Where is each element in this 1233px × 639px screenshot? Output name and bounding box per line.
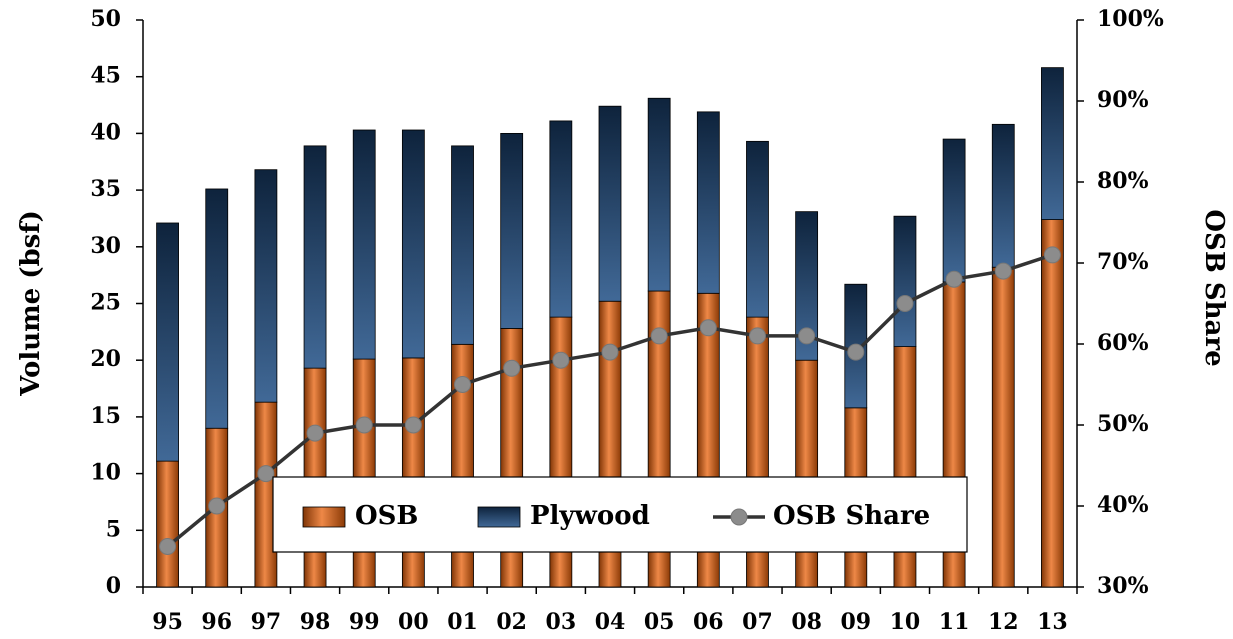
x-tick-label: 04	[595, 609, 626, 635]
bar-segment	[746, 140, 769, 318]
x-tick-label: 98	[300, 609, 331, 635]
bar-segment	[500, 132, 524, 329]
y-tick-label: 20	[90, 346, 121, 372]
legend-label: Plywood	[530, 501, 650, 531]
bar-segment	[254, 169, 278, 403]
y-axis-label: Volume (bsf)	[16, 210, 46, 397]
x-tick-label: 10	[890, 609, 921, 635]
x-tick-label: 95	[152, 609, 183, 635]
x-tick-label: 02	[496, 609, 527, 635]
x-tick-label: 08	[791, 609, 822, 635]
y2-tick-label: 100%	[1097, 6, 1164, 32]
share-marker	[994, 262, 1012, 280]
x-tick-label: 03	[546, 609, 577, 635]
share-marker	[601, 343, 619, 361]
legend-box	[272, 476, 968, 553]
y2-tick-label: 90%	[1097, 87, 1149, 113]
share-marker	[306, 424, 324, 442]
share-marker	[748, 327, 766, 345]
bar-segment	[303, 145, 327, 369]
share-marker	[798, 327, 816, 345]
x-tick-label: 11	[939, 609, 970, 635]
y2-tick-label: 80%	[1097, 168, 1149, 194]
bar-segment	[1041, 219, 1064, 588]
y-tick-label: 35	[90, 176, 121, 202]
share-marker	[355, 416, 373, 434]
share-marker	[454, 376, 472, 393]
bar-segment	[549, 120, 573, 318]
x-tick-label: 99	[349, 609, 380, 635]
bar-segment	[205, 188, 229, 429]
bar-segment	[401, 357, 425, 588]
bar-segment	[991, 266, 1015, 588]
bar-segment	[401, 129, 425, 359]
y-tick-label: 0	[106, 573, 121, 599]
share-marker	[1043, 246, 1061, 264]
y2-tick-label: 70%	[1097, 249, 1149, 275]
x-tick-label: 09	[840, 609, 871, 635]
x-tick-label: 13	[1037, 609, 1068, 635]
bar-segment	[647, 97, 671, 292]
bar-segment	[795, 211, 819, 361]
share-marker	[404, 416, 422, 434]
bar-segment	[991, 123, 1015, 268]
y-tick-label: 5	[106, 516, 121, 542]
y-tick-label: 45	[90, 63, 121, 89]
bar-segment	[352, 358, 376, 588]
bar-segment	[156, 460, 179, 588]
x-tick-label: 97	[251, 609, 282, 635]
legend-swatch	[302, 506, 346, 528]
x-tick-label: 12	[988, 609, 1019, 635]
legend-label: OSB	[355, 501, 418, 531]
y-tick-label: 50	[90, 6, 121, 32]
share-marker	[503, 359, 521, 377]
y-tick-label: 15	[90, 403, 121, 429]
share-marker	[945, 270, 963, 288]
y2-tick-label: 50%	[1097, 411, 1149, 437]
share-marker	[552, 351, 570, 369]
share-marker	[847, 343, 865, 361]
legend-swatch	[477, 506, 521, 528]
y-tick-label: 10	[90, 460, 121, 486]
bar-segment	[795, 359, 819, 588]
share-marker	[257, 465, 275, 483]
share-marker	[699, 319, 717, 337]
legend-marker	[730, 508, 748, 526]
bar-segment	[352, 129, 376, 360]
bar-segment	[451, 145, 474, 345]
x-tick-label: 96	[201, 609, 232, 635]
x-tick-label: 01	[447, 609, 478, 635]
y2-axis-label: OSB Share	[1199, 209, 1229, 366]
bar-segment	[156, 222, 179, 462]
share-marker	[208, 497, 226, 515]
y2-tick-label: 60%	[1097, 330, 1149, 356]
bar-segment	[893, 215, 917, 347]
bar-segment	[942, 138, 966, 283]
bar-segment	[598, 105, 622, 302]
legend-label: OSB Share	[773, 501, 930, 531]
legend: OSB Plywood OSB Share	[272, 476, 968, 553]
bar-segment	[1041, 67, 1064, 220]
bar-segment	[696, 111, 720, 294]
y2-tick-label: 30%	[1097, 573, 1149, 599]
x-tick-label: 07	[742, 609, 773, 635]
x-tick-label: 00	[398, 609, 429, 635]
share-marker	[159, 538, 177, 555]
x-tick-label: 06	[693, 609, 724, 635]
y-tick-label: 25	[90, 290, 121, 316]
y-tick-label: 30	[90, 233, 121, 259]
y2-tick-label: 40%	[1097, 492, 1149, 518]
x-tick-label: 05	[644, 609, 675, 635]
share-marker	[896, 295, 914, 312]
y-tick-label: 40	[90, 119, 121, 145]
share-marker	[650, 327, 668, 345]
